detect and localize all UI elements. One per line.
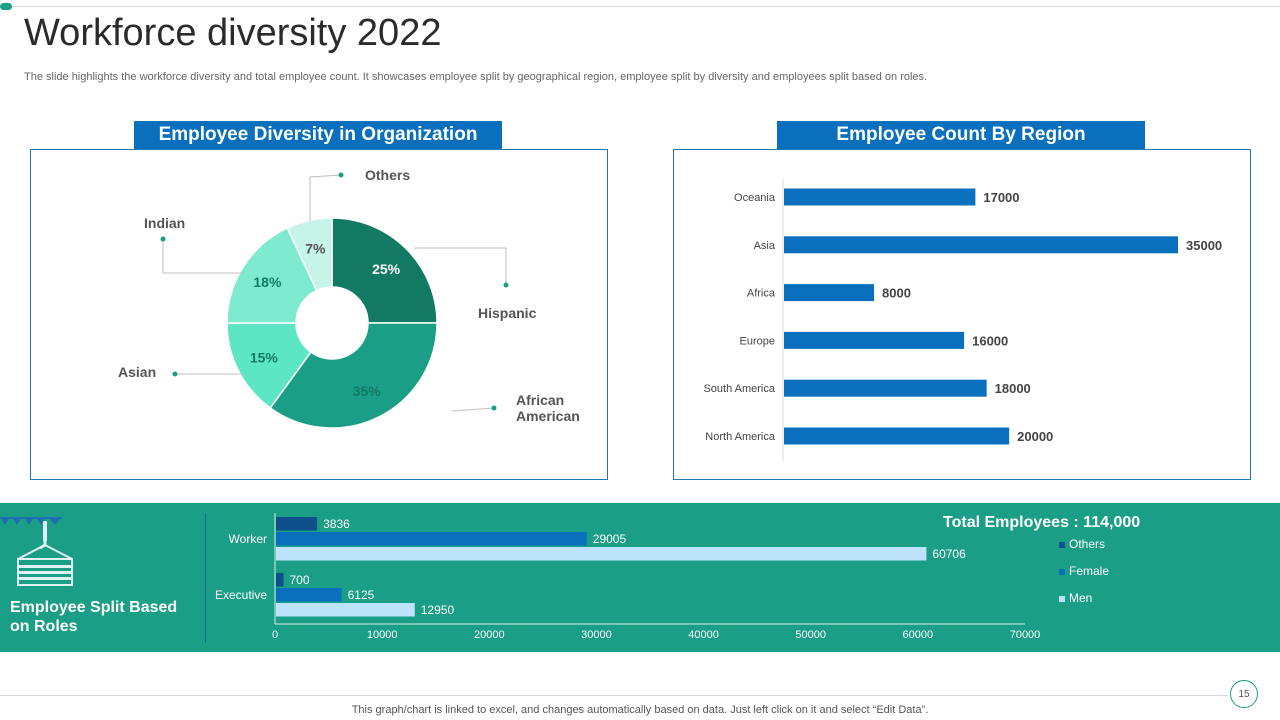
region-bar-chart[interactable]: Oceania 17000 Asia 35000 Africa 8000 Europe 160… [673,149,1251,480]
region-bar-asia [784,236,1178,254]
roles-category-label: Worker [229,532,267,546]
roles-x-tick-label: 20000 [474,629,505,641]
roles-value-label: 700 [290,573,310,587]
roles-bar-worker-men [276,547,927,561]
donut-leader-dot [172,371,178,377]
roles-x-tick-label: 10000 [367,629,398,641]
donut-value-label: 18% [253,274,282,290]
roles-value-label: 6125 [348,588,375,602]
donut-leader-dot [160,236,166,242]
donut-category-label: Hispanic [478,305,537,321]
roles-x-tick-label: 30000 [581,629,612,641]
diversity-donut-chart[interactable]: 25% Hispanic 35% African American 15% Asian 18%… [30,149,608,480]
diversity-panel-heading: Employee Diversity in Organization [134,121,502,149]
roles-value-label: 29005 [593,532,627,546]
donut-leader-line [451,407,495,412]
donut-leader-dot [503,282,509,288]
roles-bar-worker-female [276,532,587,546]
legend-label: Men [1069,591,1093,605]
roles-x-tick-label: 0 [272,629,278,641]
region-value-label: 16000 [972,333,1008,348]
roles-band [0,503,1280,652]
roles-category-label: Executive [215,588,267,602]
donut-leader-line [309,174,342,221]
donut-value-label: 15% [250,350,279,366]
region-value-label: 8000 [882,286,911,301]
page-number: 15 [1230,680,1258,708]
legend-label: Female [1069,564,1110,578]
donut-leader-line [414,247,507,285]
roles-divider [205,513,206,643]
region-value-label: 17000 [983,190,1019,205]
footer-divider [0,695,1228,696]
roles-x-tick-label: 40000 [688,629,719,641]
region-bar-oceania [784,188,976,206]
legend-swatch [1059,595,1065,602]
legend-swatch [1059,568,1065,575]
roles-bar-chart[interactable]: 0 10000 20000 30000 40000 50000 60000 70000 Work… [206,508,1056,648]
region-category-label: North America [705,431,776,443]
roles-bar-worker-others [276,517,318,531]
legend-item-female: Female [1059,564,1109,578]
region-panel-heading: Employee Count By Region [777,121,1145,149]
donut-value-label: 25% [372,261,401,277]
donut-leader-dot [491,405,497,411]
roles-value-label: 60706 [932,547,966,561]
page-subtitle: The slide highlights the workforce diver… [24,71,928,83]
roles-value-label: 3836 [323,517,350,531]
region-bar-north-america [784,427,1010,445]
footnote: This graph/chart is linked to excel, and… [351,704,929,716]
donut-category-label: Others [365,167,410,183]
region-category-label: Asia [754,240,776,252]
region-value-label: 35000 [1186,238,1222,253]
region-category-label: Africa [747,288,776,300]
legend-swatch [1059,541,1065,548]
roles-x-tick-label: 70000 [1010,629,1041,641]
roles-panel-heading: Employee Split Based on Roles [10,599,178,635]
region-value-label: 18000 [995,381,1031,396]
donut-value-label: 35% [353,383,382,399]
region-value-label: 20000 [1017,429,1053,444]
legend-label: Others [1069,537,1106,551]
donut-slice-african-american [269,322,438,429]
total-employees-label: Total Employees : 114,000 [943,514,1141,531]
region-category-label: Oceania [734,192,776,204]
donut-leader-dot [338,172,344,178]
roles-bar-executive-female [276,588,342,602]
donut-value-label: 7% [305,240,326,256]
roles-bar-executive-others [276,573,284,587]
crane-container-icon [0,517,73,586]
region-category-label: South America [703,383,775,395]
top-accent-dot [0,3,12,10]
page-title: Workforce diversity 2022 [24,12,442,54]
region-category-label: Europe [740,335,775,347]
region-bar-south-america [784,379,987,397]
roles-bar-executive-men [276,603,415,617]
donut-slice-asian [226,322,312,409]
donut-slice-others [286,217,333,292]
legend-item-others: Others [1059,537,1105,551]
donut-category-label: Asian [118,364,156,380]
legend-item-men: Men [1059,591,1092,605]
top-divider [8,6,1280,7]
donut-category-label: Indian [144,215,185,231]
donut-slice-hispanic [331,217,438,324]
donut-category-label: African American [516,392,580,424]
roles-value-label: 12950 [421,603,455,617]
donut-leader-line [162,239,243,274]
roles-x-tick-label: 50000 [795,629,826,641]
region-bar-europe [784,331,965,349]
roles-x-tick-label: 60000 [903,629,934,641]
region-bar-africa [784,284,875,302]
donut-slice-indian [226,226,318,324]
